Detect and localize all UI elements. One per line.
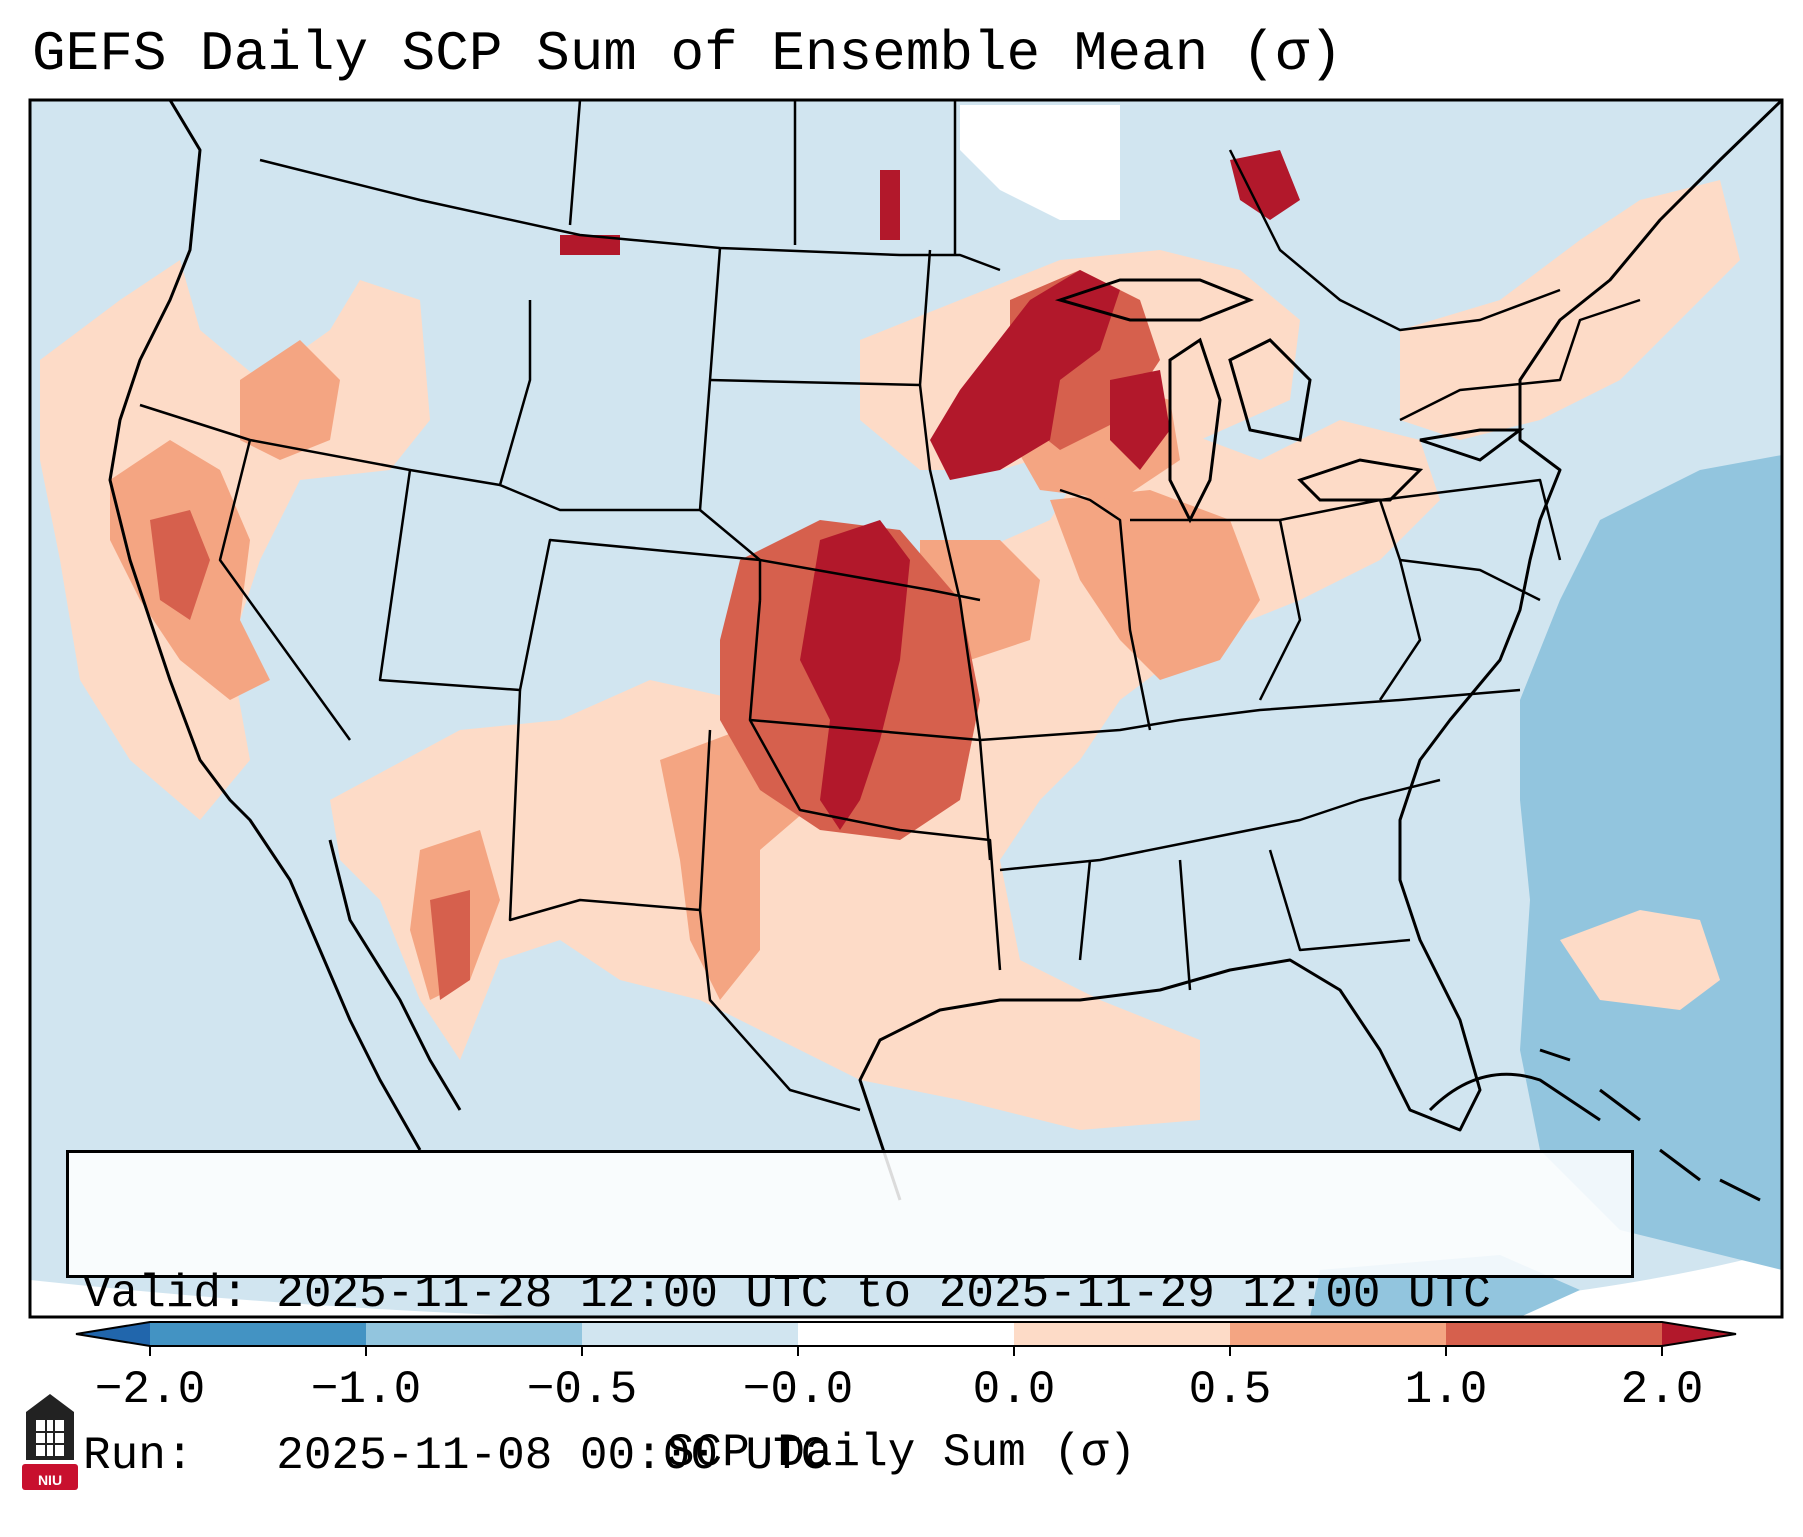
colorbar-extend-max: [1662, 1322, 1736, 1346]
colorbar-bin: [582, 1322, 798, 1346]
niu-logo: NIU: [20, 1392, 80, 1492]
valid-run-info: Valid: 2025-11-28 12:00 UTC to 2025-11-2…: [66, 1150, 1634, 1482]
colorbar-extend-min: [76, 1322, 150, 1346]
state-borders: [139, 100, 1641, 1112]
coastlines: [108, 100, 1782, 1202]
great-lakes: [1054, 278, 1525, 524]
map: [28, 98, 1784, 1356]
chart-title: GEFS Daily SCP Sum of Ensemble Mean (σ): [32, 22, 1343, 86]
run-value: 2025-11-08 00:00 UTC: [276, 1430, 829, 1482]
colorbar-bin: [1230, 1322, 1446, 1346]
logo-text: NIU: [37, 1472, 63, 1488]
colorbar-tick-label: 0.5: [1188, 1364, 1272, 1416]
colorbar-bin: [150, 1322, 366, 1346]
colorbar-tick-label: −0.0: [742, 1364, 854, 1416]
colorbar-tick-label: 2.0: [1620, 1364, 1704, 1416]
projection-edge: [30, 1280, 900, 1317]
colorbar-tick-label: −2.0: [94, 1364, 206, 1416]
colorbar: [75, 1321, 1737, 1356]
valid-label: Valid:: [83, 1268, 249, 1320]
positive-extreme-areas: [560, 150, 1300, 830]
colorbar-tick-label: −1.0: [310, 1364, 422, 1416]
map-frame: [28, 98, 1784, 1319]
colorbar-bin: [1014, 1322, 1230, 1346]
colorbar-tick-label: 1.0: [1404, 1364, 1488, 1416]
colorbar-bin: [1446, 1322, 1662, 1346]
colorbar-bin: [366, 1322, 582, 1346]
colorbar-tick-label: 0.0: [972, 1364, 1056, 1416]
colorbar-label: SCP Daily Sum (σ): [666, 1427, 1137, 1479]
valid-value: 2025-11-28 12:00 UTC to 2025-11-29 12:00…: [276, 1268, 1491, 1320]
colorbar-bin: [798, 1322, 1014, 1346]
colorbar-tick-label: −0.5: [526, 1364, 638, 1416]
northern-blank-patches: [960, 105, 1120, 220]
run-label: Run:: [83, 1430, 194, 1482]
